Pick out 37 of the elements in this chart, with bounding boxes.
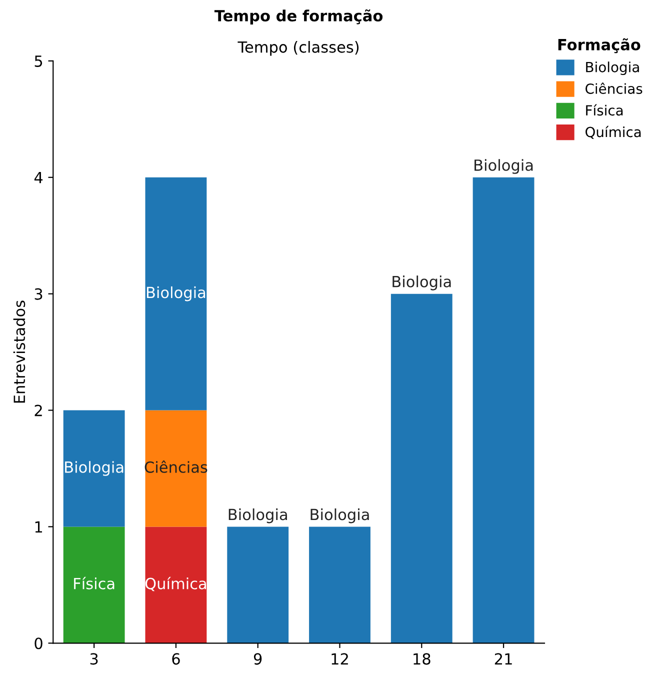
- x-tick-label: 6: [172, 653, 180, 665]
- bar: [227, 526, 289, 644]
- bar: [145, 177, 207, 410]
- legend-label: Física: [586, 104, 623, 116]
- x-tick-label: 12: [332, 653, 348, 664]
- y-tick-label: 0: [34, 638, 42, 650]
- y-tick-label: 5: [34, 56, 42, 67]
- data-label: Física: [74, 576, 114, 590]
- bar: [145, 526, 207, 644]
- y-axis-title: Entrevistados: [13, 300, 26, 403]
- bar: [390, 294, 452, 644]
- bar: [472, 177, 534, 644]
- y-tick-label: 4: [34, 172, 43, 184]
- y-tick-label: 2: [34, 404, 42, 416]
- bar: [309, 526, 370, 644]
- data-label: Biologia: [310, 508, 369, 524]
- legend-label: Biologia: [586, 62, 639, 76]
- data-label: Química: [145, 576, 206, 592]
- legend-label: Química: [586, 126, 641, 139]
- data-label: Biologia: [146, 286, 206, 302]
- x-tick-label: 9: [254, 653, 262, 665]
- x-tick-label: 21: [494, 653, 512, 664]
- x-tick-label: 3: [90, 653, 98, 665]
- data-label: Biologia: [65, 461, 124, 476]
- y-tick-label: 1: [35, 521, 42, 533]
- legend-label: Ciências: [586, 82, 642, 94]
- data-label: Biologia: [474, 159, 533, 174]
- data-label: Biologia: [392, 276, 451, 290]
- chart-title: Tempo de formação: [214, 9, 383, 24]
- x-tick-label: 18: [414, 653, 430, 665]
- data-label: Biologia: [228, 508, 287, 524]
- y-tick-label: 3: [34, 288, 42, 300]
- bar: [63, 526, 125, 644]
- x-axis-title: Tempo (classes): [238, 40, 359, 56]
- bar: [145, 410, 207, 527]
- bar: [63, 410, 125, 527]
- legend-title: Formação: [558, 38, 640, 54]
